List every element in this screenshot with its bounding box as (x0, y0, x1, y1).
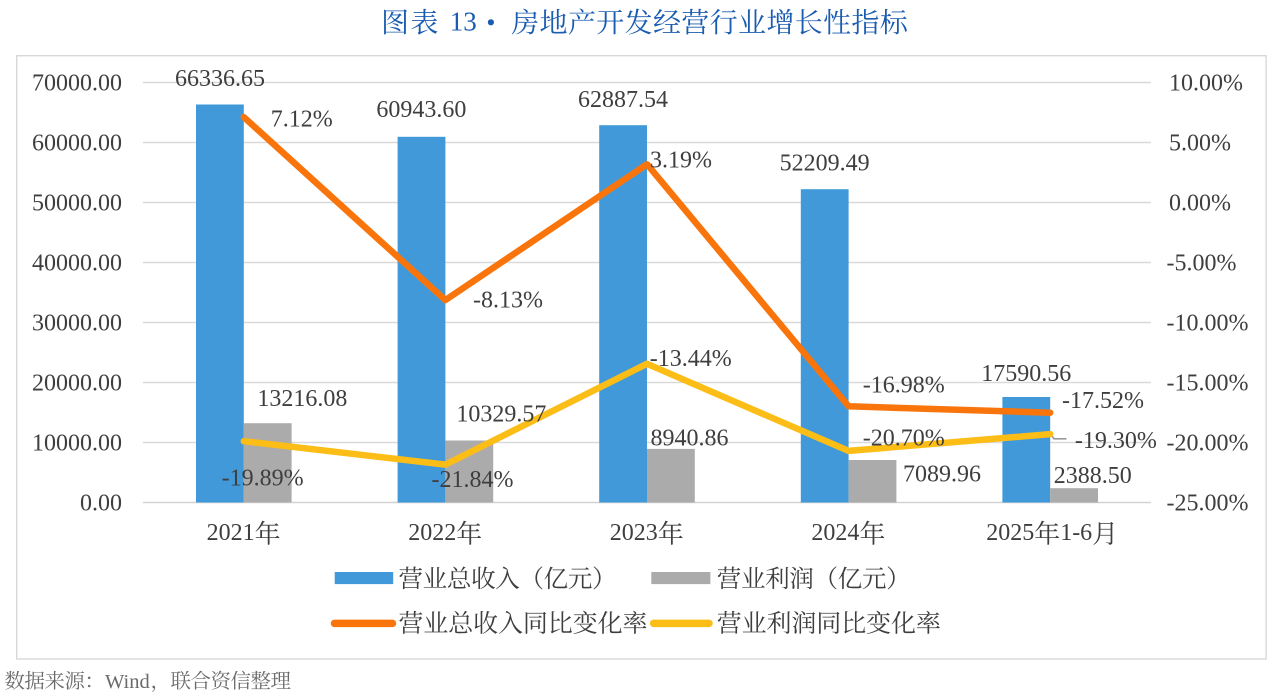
svg-text:10329.57: 10329.57 (456, 401, 546, 427)
svg-text:2024: 2024 (811, 520, 859, 546)
svg-text:-15.00%: -15.00% (1167, 370, 1249, 396)
svg-text:-16.98%: -16.98% (863, 372, 945, 398)
svg-text:62887.54: 62887.54 (578, 87, 668, 113)
svg-text:-10.00%: -10.00% (1167, 310, 1249, 336)
svg-text:10.00%: 10.00% (1169, 70, 1243, 96)
svg-text:20000.00: 20000.00 (32, 370, 122, 396)
svg-text:0.00%: 0.00% (1169, 190, 1231, 216)
svg-text:-20.00%: -20.00% (1167, 430, 1249, 456)
svg-text:-5.00%: -5.00% (1167, 250, 1237, 276)
svg-text:2023: 2023 (610, 520, 658, 546)
svg-text:17590.56: 17590.56 (981, 361, 1071, 387)
svg-text:1-6: 1-6 (1060, 520, 1092, 546)
svg-text:2388.50: 2388.50 (1054, 463, 1132, 489)
svg-text:Wind: Wind (105, 671, 150, 693)
svg-text:52209.49: 52209.49 (780, 151, 870, 177)
svg-text:66336.65: 66336.65 (175, 66, 265, 92)
svg-text:50000.00: 50000.00 (32, 190, 122, 216)
svg-text:13216.08: 13216.08 (257, 386, 347, 412)
svg-text:-19.89%: -19.89% (222, 465, 304, 491)
svg-text:40000.00: 40000.00 (32, 250, 122, 276)
svg-text:0.00: 0.00 (80, 490, 122, 516)
svg-text:-21.84%: -21.84% (432, 467, 514, 493)
svg-text:2022: 2022 (408, 520, 456, 546)
svg-text:-13.44%: -13.44% (650, 346, 732, 372)
svg-text:60943.60: 60943.60 (376, 97, 466, 123)
svg-text:10000.00: 10000.00 (32, 430, 122, 456)
svg-text:2025: 2025 (986, 520, 1034, 546)
svg-text:3.19%: 3.19% (650, 147, 712, 173)
svg-text:-17.52%: -17.52% (1062, 388, 1144, 414)
svg-text:13: 13 (450, 6, 477, 36)
svg-text:60000.00: 60000.00 (32, 130, 122, 156)
svg-text:70000.00: 70000.00 (32, 70, 122, 96)
svg-text:8940.86: 8940.86 (651, 425, 729, 451)
svg-text:7089.96: 7089.96 (903, 462, 981, 488)
svg-text:5.00%: 5.00% (1169, 130, 1231, 156)
svg-text:-19.30%: -19.30% (1075, 428, 1157, 454)
svg-text:-25.00%: -25.00% (1167, 490, 1249, 516)
svg-text:-8.13%: -8.13% (473, 288, 543, 314)
svg-text:2021: 2021 (207, 520, 255, 546)
svg-text:30000.00: 30000.00 (32, 310, 122, 336)
svg-text:-20.70%: -20.70% (863, 425, 945, 451)
svg-text:7.12%: 7.12% (271, 106, 333, 132)
